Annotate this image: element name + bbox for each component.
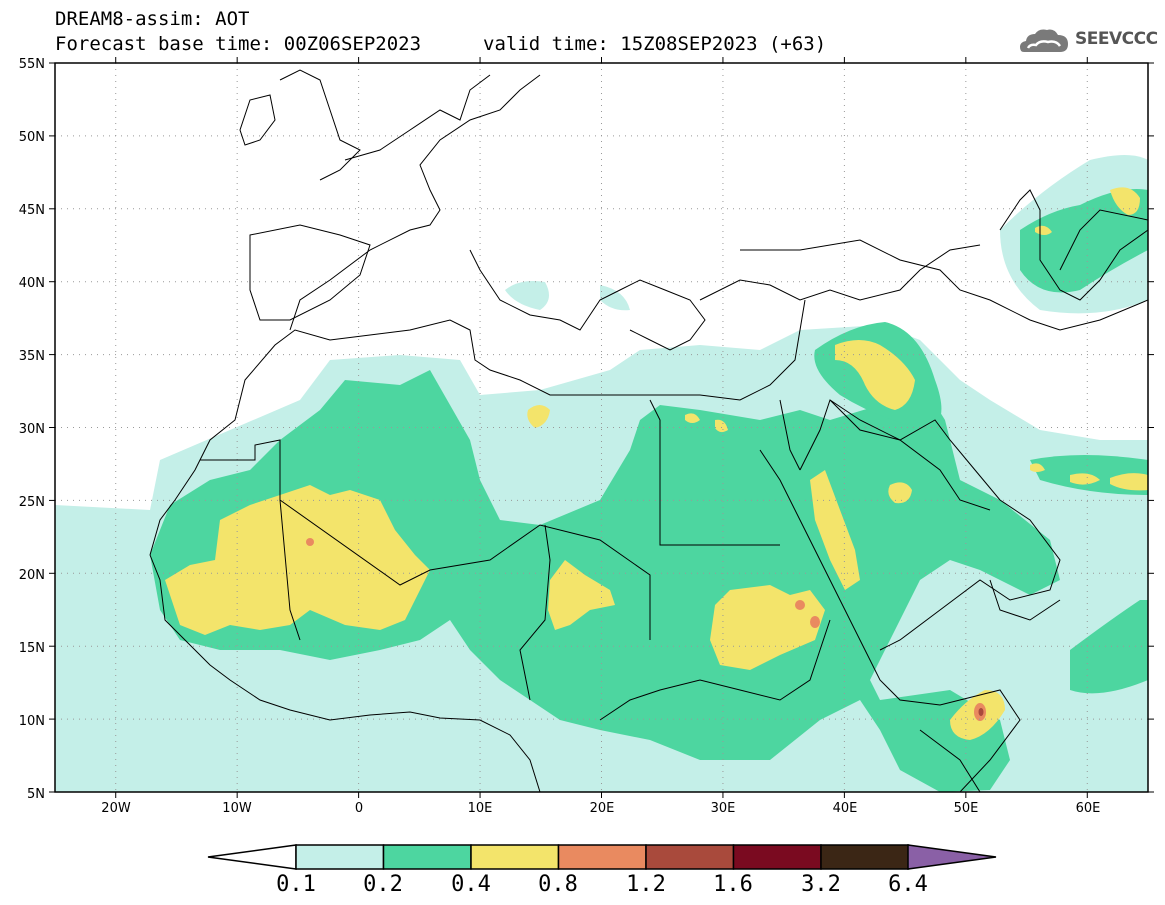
colorbar-label: 6.4 [888, 872, 928, 897]
axis-ticks [49, 57, 1154, 798]
lat-label: 35N [19, 349, 45, 364]
colorbar-high-arrow [907, 844, 997, 870]
colorbar-box [557, 844, 647, 870]
colorbar-label: 0.8 [538, 872, 578, 897]
aot-field [55, 155, 1148, 792]
lat-label: 20N [19, 568, 45, 583]
lon-label: 10E [468, 801, 493, 816]
colorbar-box [820, 844, 910, 870]
colorbar-label: 0.4 [451, 872, 491, 897]
lat-label: 30N [19, 422, 45, 437]
colorbar-box [382, 844, 472, 870]
colorbar-label: 0.2 [363, 872, 403, 897]
lat-label: 55N [19, 57, 45, 72]
lat-label: 10N [19, 714, 45, 729]
lat-label: 40N [19, 276, 45, 291]
lon-label: 50E [954, 801, 979, 816]
aot-level-0.2 [150, 189, 1148, 792]
colorbar-label: 3.2 [801, 872, 841, 897]
lat-label: 5N [27, 787, 45, 802]
lat-label: 15N [19, 641, 45, 656]
lon-label: 20E [590, 801, 615, 816]
aot-level-1.2 [978, 708, 984, 716]
lon-label: 10W [222, 801, 252, 816]
colorbar-box [295, 844, 385, 870]
forecast-base-time: Forecast base time: 00Z06SEP2023 [55, 33, 422, 55]
colorbar-box [645, 844, 735, 870]
map-title: DREAM8-assim: AOT [55, 8, 250, 30]
colorbar-label: 0.1 [276, 872, 316, 897]
lon-label: 30E [711, 801, 736, 816]
colorbar-low-arrow [207, 844, 297, 870]
colorbar-label: 1.2 [626, 872, 666, 897]
lat-label: 45N [19, 203, 45, 218]
lat-label: 25N [19, 495, 45, 510]
colorbar-boxes [295, 844, 910, 870]
lon-label: 20W [101, 801, 131, 816]
colorbar-box [732, 844, 822, 870]
colorbar-box [470, 844, 560, 870]
lat-label: 50N [19, 130, 45, 145]
coastlines [149, 69, 1148, 792]
valid-time: valid time: 15Z08SEP2023 (+63) [483, 33, 827, 55]
lon-label: 60E [1076, 801, 1101, 816]
aot-level-0.4 [165, 187, 1148, 740]
longitude-labels: 20W 10W 0 10E 20E 30E 40E 50E 60E [101, 801, 1100, 816]
seevccc-logo: SEEVCCC [1075, 29, 1158, 49]
colorbar-label: 1.6 [713, 872, 753, 897]
lon-label: 40E [833, 801, 858, 816]
lon-label: 0 [355, 801, 363, 816]
cloud-icon [1020, 29, 1068, 52]
latitude-labels: 55N 50N 45N 40N 35N 30N 25N 20N 15N 10N … [19, 57, 45, 802]
